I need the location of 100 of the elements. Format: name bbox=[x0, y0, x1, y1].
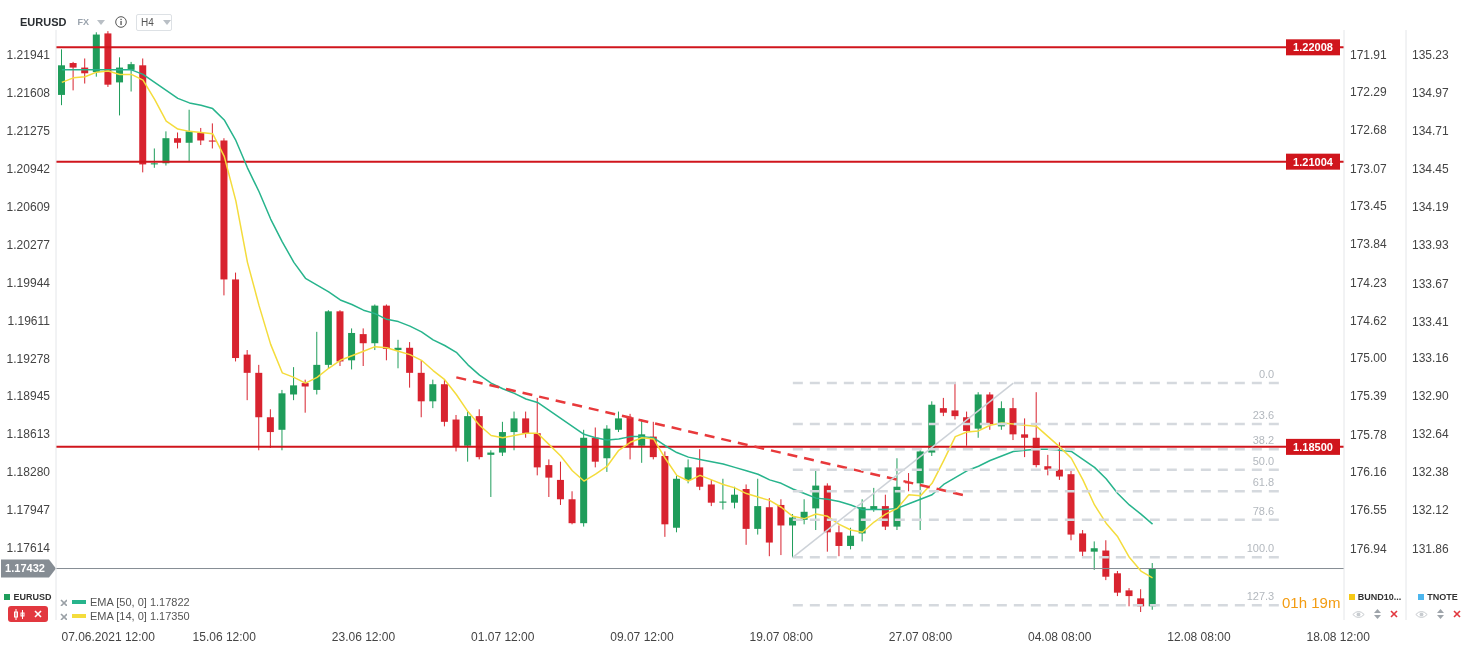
y3-tick-label: 133.41 bbox=[1412, 314, 1450, 329]
y-tick-label: 1.21608 bbox=[6, 86, 51, 101]
candlestick bbox=[1113, 570, 1121, 597]
y2-axis-title: BUND10... bbox=[1357, 592, 1402, 602]
series-label: 23.6 bbox=[1252, 409, 1275, 422]
candlestick bbox=[1090, 540, 1098, 571]
x-tick-label: 07.06.2021 12:00 bbox=[61, 629, 156, 644]
y-tick-label: 1.19611 bbox=[7, 313, 51, 328]
y-tick-label: 1.18280 bbox=[6, 465, 51, 480]
candlestick bbox=[510, 411, 518, 451]
candlestick bbox=[127, 61, 135, 93]
candlestick bbox=[835, 524, 843, 557]
y-tick-label: 1.17947 bbox=[6, 503, 51, 518]
y2-tick-label: 175.78 bbox=[1350, 427, 1388, 442]
candlestick bbox=[568, 490, 576, 525]
y3-tick-label: 135.23 bbox=[1412, 48, 1450, 63]
y3-tick-label: 134.71 bbox=[1412, 124, 1450, 139]
series-label: 50.0 bbox=[1252, 454, 1275, 467]
candlestick bbox=[301, 379, 309, 414]
x-tick-label: 27.07 08:00 bbox=[888, 629, 953, 644]
candlestick bbox=[614, 411, 622, 433]
x-tick-label: 15.06 12:00 bbox=[192, 629, 257, 644]
y3-tick-label: 131.86 bbox=[1412, 541, 1450, 556]
ref-line-label: 1.18500 bbox=[1293, 440, 1333, 453]
candlestick bbox=[591, 427, 599, 468]
x-tick-label: 01.07 12:00 bbox=[471, 629, 535, 644]
dropdown: H4 bbox=[135, 13, 172, 31]
candlestick bbox=[208, 122, 216, 149]
y-tick-label: 1.20277 bbox=[6, 237, 51, 252]
x-tick-label: 18.08 12:00 bbox=[1306, 629, 1371, 644]
y3-axis-title: TNOTE bbox=[1427, 592, 1458, 602]
y-tick-label: 1.19278 bbox=[6, 351, 51, 366]
candlestick bbox=[1125, 587, 1133, 607]
ref-line-label: 1.22008 bbox=[1293, 41, 1333, 54]
candlestick bbox=[707, 479, 715, 507]
candlestick bbox=[69, 61, 77, 91]
series-label: 0.0 bbox=[1258, 368, 1275, 381]
y-tick-label: 1.21275 bbox=[6, 124, 51, 139]
legend-label: EMA [14, 0] 1.17350 bbox=[90, 610, 190, 622]
y2-tick-label: 173.84 bbox=[1350, 237, 1388, 252]
y2-tick-label: 171.91 bbox=[1350, 47, 1388, 62]
candlestick bbox=[266, 408, 274, 449]
candlestick bbox=[754, 478, 762, 536]
series-label: 127.3 bbox=[1246, 590, 1275, 603]
y2-tick-label: 174.62 bbox=[1350, 313, 1388, 328]
y2-tick-label: 176.16 bbox=[1350, 465, 1388, 480]
chart-subtitle: FX bbox=[77, 17, 89, 27]
y3-tick-label: 133.93 bbox=[1412, 238, 1450, 253]
x-tick-label: 12.08 08:00 bbox=[1167, 629, 1231, 644]
y3-tick-label: 132.64 bbox=[1412, 427, 1450, 442]
y3-tick-label: 132.12 bbox=[1412, 503, 1450, 518]
y2-tick-label: 173.45 bbox=[1350, 198, 1388, 213]
series-label: 61.8 bbox=[1252, 476, 1275, 489]
y3-tick-label: 132.90 bbox=[1412, 389, 1450, 404]
candlestick bbox=[290, 366, 298, 401]
y-tick-label: 1.19944 bbox=[6, 275, 51, 290]
series-label: 100.0 bbox=[1246, 542, 1275, 555]
y2-tick-label: 176.55 bbox=[1350, 503, 1388, 518]
candlestick bbox=[185, 109, 193, 163]
candlestick bbox=[684, 458, 692, 484]
series-label: 38.2 bbox=[1252, 434, 1275, 447]
y3-tick-label: 134.97 bbox=[1412, 86, 1450, 101]
y-tick-label: 1.21941 bbox=[6, 48, 51, 63]
x-tick-label: 23.06 12:00 bbox=[331, 629, 396, 644]
candlestick bbox=[556, 461, 564, 506]
y2-tick-label: 172.29 bbox=[1350, 85, 1388, 100]
candlestick bbox=[429, 379, 437, 409]
candlestick bbox=[545, 458, 553, 498]
candlestick bbox=[243, 349, 251, 401]
y3-tick-label: 134.19 bbox=[1412, 200, 1450, 215]
series-label: 78.6 bbox=[1252, 504, 1275, 517]
y-tick-label: 1.18945 bbox=[6, 389, 51, 404]
candlestick bbox=[359, 327, 367, 367]
y3-tick-label: 133.67 bbox=[1412, 276, 1450, 291]
candlestick bbox=[522, 411, 530, 439]
y2-tick-label: 174.23 bbox=[1350, 275, 1388, 290]
candlestick bbox=[777, 498, 785, 556]
chart-title: EURUSD bbox=[20, 16, 67, 28]
y2-tick-label: 173.07 bbox=[1350, 161, 1388, 176]
y3-tick-label: 134.45 bbox=[1412, 162, 1450, 177]
candlestick bbox=[1079, 529, 1087, 558]
candlestick bbox=[939, 397, 947, 417]
y2-tick-label: 175.00 bbox=[1350, 351, 1388, 366]
y2-tick-label: 175.39 bbox=[1350, 389, 1388, 404]
y-tick-label: 1.20942 bbox=[6, 161, 51, 176]
y2-tick-label: 172.68 bbox=[1350, 123, 1388, 138]
candlestick bbox=[1021, 417, 1029, 458]
y3-tick-label: 132.38 bbox=[1412, 465, 1450, 480]
ref-line-label: 1.17432 bbox=[5, 562, 45, 575]
candlestick bbox=[847, 527, 855, 550]
candlestick bbox=[696, 448, 704, 491]
y-tick-label: 1.18613 bbox=[6, 427, 51, 442]
y-tick-label: 1.17614 bbox=[6, 541, 51, 556]
ref-line-label: 1.21004 bbox=[1293, 155, 1334, 168]
x-tick-label: 19.07 08:00 bbox=[749, 629, 814, 644]
x-tick-label: 09.07 12:00 bbox=[610, 629, 674, 644]
legend-label: EMA [50, 0] 1.17822 bbox=[90, 596, 190, 608]
y-axis-title: EURUSD bbox=[13, 592, 52, 602]
candlestick bbox=[951, 381, 959, 421]
y2-tick-label: 176.94 bbox=[1350, 541, 1388, 556]
